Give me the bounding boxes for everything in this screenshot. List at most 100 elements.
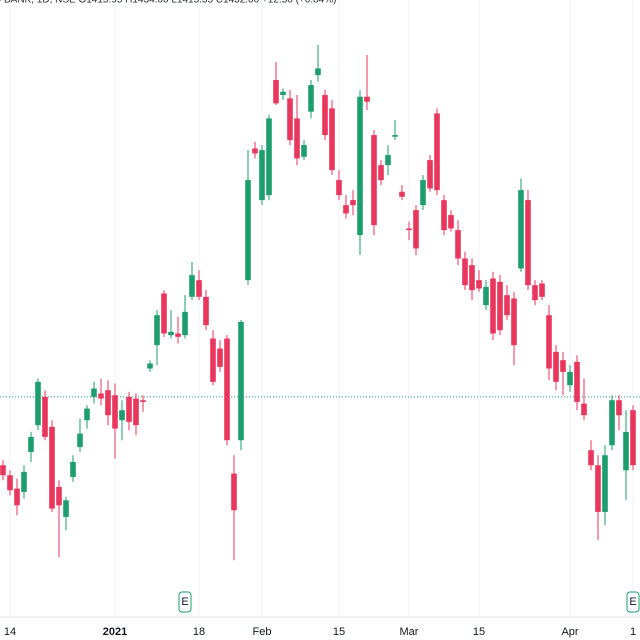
x-tick-label: 1 (630, 626, 636, 638)
candle-body (364, 96, 370, 102)
candle-body (567, 371, 573, 386)
candle-body (301, 145, 307, 157)
candle-body (490, 278, 496, 334)
candle-body (56, 486, 62, 506)
candle-body (161, 293, 167, 334)
candle-body (63, 500, 69, 517)
candle-body (42, 396, 48, 437)
candle-body (371, 135, 377, 226)
candle-body (462, 258, 468, 286)
chart-header: D BANK, 1D, NSE O1415.95 H1434.00 L1415.… (0, 0, 336, 6)
candle-body (280, 91, 286, 96)
x-tick-label: Apr (561, 626, 578, 638)
candle-body (329, 108, 335, 171)
event-label: E (629, 596, 636, 608)
candle-body (497, 281, 503, 331)
candle-body (259, 150, 265, 201)
candle-body (0, 465, 6, 476)
event-marker (178, 591, 192, 613)
candle-body (553, 351, 559, 382)
candle-body (595, 465, 601, 512)
candle-body (287, 98, 293, 141)
candle-body (238, 321, 244, 441)
candle-body (336, 180, 342, 196)
x-tick-label: 2021 (103, 626, 127, 638)
candle-body (133, 398, 139, 426)
candle-body (343, 205, 349, 214)
candle-body (231, 473, 237, 511)
candle-body (483, 286, 489, 306)
candle-body (217, 348, 223, 367)
candle-body (420, 180, 426, 206)
candle-body (609, 400, 615, 446)
candle-body (252, 148, 258, 154)
candle-body (350, 200, 356, 206)
candle-body (413, 210, 419, 249)
x-tick-label: 14 (4, 626, 16, 638)
candle-body (448, 215, 454, 229)
candle-body (623, 431, 629, 471)
candle-body (154, 315, 160, 346)
candle-body (546, 315, 552, 369)
candle-body (399, 191, 405, 197)
candle-body (434, 113, 440, 191)
candle-body (224, 338, 230, 441)
candle-body (105, 390, 111, 416)
candle-body (91, 388, 97, 397)
candle-body (294, 118, 300, 159)
candle-body (14, 488, 20, 506)
candle-body (98, 393, 104, 399)
candle-body (581, 403, 587, 416)
candle-body (441, 200, 447, 231)
candle-body (322, 95, 328, 136)
candle-body (175, 333, 181, 337)
candle-body (266, 118, 272, 196)
candle-body (588, 450, 594, 466)
candle-body (196, 280, 202, 297)
candle-body (476, 280, 482, 289)
event-label: E (181, 596, 188, 608)
candle-body (119, 410, 125, 421)
candle-body (189, 275, 195, 297)
candle-body (245, 180, 251, 281)
candle-body (427, 160, 433, 189)
candle-body (392, 135, 398, 137)
candle-body (315, 68, 321, 76)
x-tick-label: 15 (473, 626, 485, 638)
candle-body (147, 363, 153, 369)
candle-body (539, 283, 545, 297)
candle-body (203, 296, 209, 326)
candle-body (140, 400, 146, 402)
candle-body (630, 410, 636, 466)
candle-body (35, 381, 41, 426)
candle-body (357, 96, 363, 236)
candle-body (560, 360, 566, 372)
candle-body (182, 311, 188, 336)
x-tick-label: 15 (333, 626, 345, 638)
candle-body (70, 461, 76, 477)
candle-body (616, 400, 622, 416)
candle-body (126, 396, 132, 422)
candle-body (518, 190, 524, 269)
candle-body (84, 408, 90, 421)
candle-body (273, 80, 279, 104)
candle-body (112, 395, 118, 429)
x-tick-label: 18 (193, 626, 205, 638)
candle-body (602, 455, 608, 512)
candle-body (77, 433, 83, 447)
candle-body (7, 475, 13, 491)
candle-body (574, 361, 580, 402)
candle-body (469, 265, 475, 291)
candle-body (532, 285, 538, 301)
candle-body (378, 165, 384, 181)
candle-body (168, 331, 174, 336)
candle-body (308, 85, 314, 112)
candle-body (511, 298, 517, 346)
candle-body (504, 295, 510, 316)
candle-body (406, 228, 412, 231)
candle-body (49, 426, 55, 509)
candle-body (21, 471, 27, 492)
